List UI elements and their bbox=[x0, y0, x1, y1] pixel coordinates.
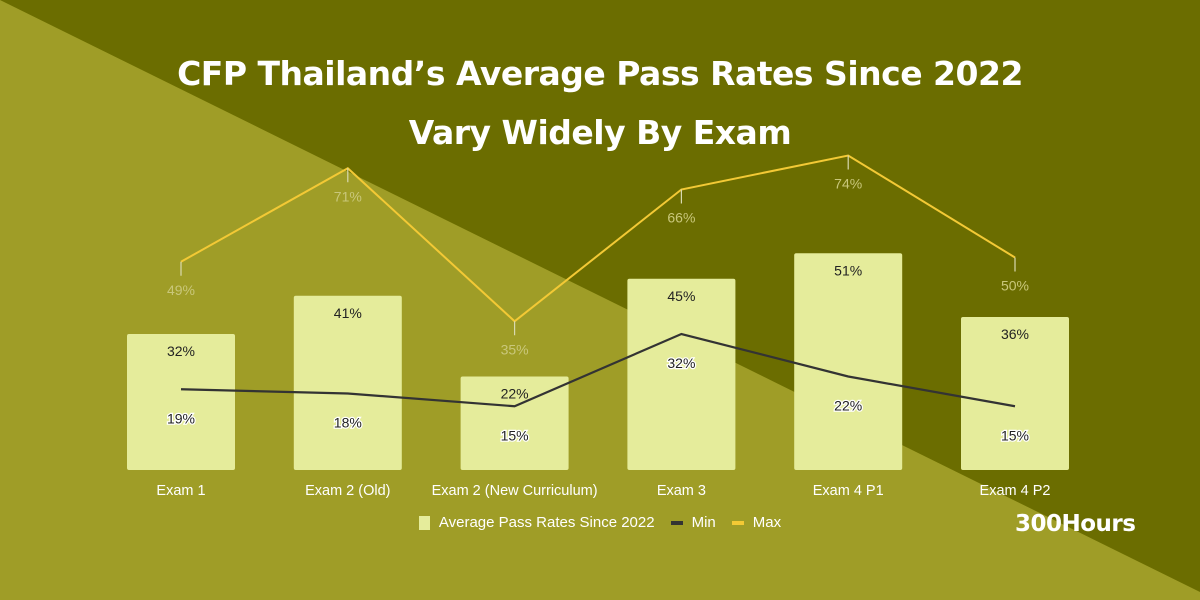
bar-group: 51% bbox=[794, 253, 903, 470]
legend-swatch-line-icon bbox=[731, 520, 744, 525]
min-value-label: 18% bbox=[334, 415, 362, 431]
bar-group: 45% bbox=[627, 278, 736, 470]
bar[interactable] bbox=[127, 334, 235, 470]
bar-value-label: 41% bbox=[334, 305, 362, 321]
chart-legend: Average Pass Rates Since 2022 Min Max bbox=[0, 514, 1200, 531]
min-value-label: 15% bbox=[1001, 427, 1029, 443]
min-value-label: 22% bbox=[834, 398, 862, 414]
max-value-label: 74% bbox=[834, 176, 862, 192]
min-value-label: 19% bbox=[167, 410, 195, 426]
chart-title-line-1: CFP Thailand’s Average Pass Rates Since … bbox=[177, 54, 1023, 93]
min-series-line[interactable] bbox=[180, 332, 1016, 408]
legend-item-average-pass-rates-since-2022[interactable]: Average Pass Rates Since 2022 bbox=[418, 514, 655, 531]
max-value-label: 49% bbox=[167, 282, 195, 298]
bar-group: 41% bbox=[293, 295, 402, 470]
bar-group: 32% bbox=[127, 334, 235, 470]
bar[interactable] bbox=[794, 253, 903, 470]
x-axis-tick-label: Exam 2 (Old) bbox=[305, 483, 390, 499]
bar[interactable] bbox=[460, 376, 569, 471]
bar-value-label: 32% bbox=[167, 343, 195, 359]
max-value-label: 50% bbox=[1001, 278, 1029, 294]
bar[interactable] bbox=[961, 317, 1069, 470]
max-series-line[interactable] bbox=[180, 154, 1016, 323]
x-axis-tick-label: Exam 3 bbox=[657, 483, 706, 499]
min-value-label: 15% bbox=[501, 427, 529, 443]
legend-label: Average Pass Rates Since 2022 bbox=[438, 514, 655, 531]
min-value-label: 32% bbox=[667, 355, 695, 371]
max-value-label: 35% bbox=[501, 341, 529, 357]
legend-swatch-box-icon bbox=[418, 515, 430, 530]
bar[interactable] bbox=[627, 278, 736, 470]
x-axis-tick-label: Exam 4 P2 bbox=[980, 483, 1051, 499]
legend-item-max[interactable]: Max bbox=[731, 514, 782, 531]
x-axis-tick-label: Exam 4 P1 bbox=[813, 483, 884, 499]
legend-label: Min bbox=[691, 514, 716, 531]
bar-value-label: 36% bbox=[1001, 326, 1029, 342]
x-axis-tick-label: Exam 1 bbox=[156, 483, 205, 499]
bar-group: 36% bbox=[961, 317, 1069, 470]
bar-value-label: 22% bbox=[501, 386, 529, 402]
max-value-label: 66% bbox=[667, 210, 695, 226]
x-axis-tick-label: Exam 2 (New Curriculum) bbox=[432, 483, 598, 499]
max-value-label: 71% bbox=[334, 188, 362, 204]
bar-group: 22% bbox=[460, 376, 569, 471]
chart-title-line-2: Vary Widely By Exam bbox=[408, 113, 792, 152]
legend-item-min[interactable]: Min bbox=[670, 514, 716, 531]
bar-value-label: 51% bbox=[834, 262, 862, 278]
brand-logo: 300Hours bbox=[1015, 511, 1136, 537]
legend-swatch-line-icon bbox=[670, 520, 683, 525]
bar-value-label: 45% bbox=[667, 288, 695, 304]
legend-label: Max bbox=[752, 514, 782, 531]
bar[interactable] bbox=[293, 295, 402, 470]
